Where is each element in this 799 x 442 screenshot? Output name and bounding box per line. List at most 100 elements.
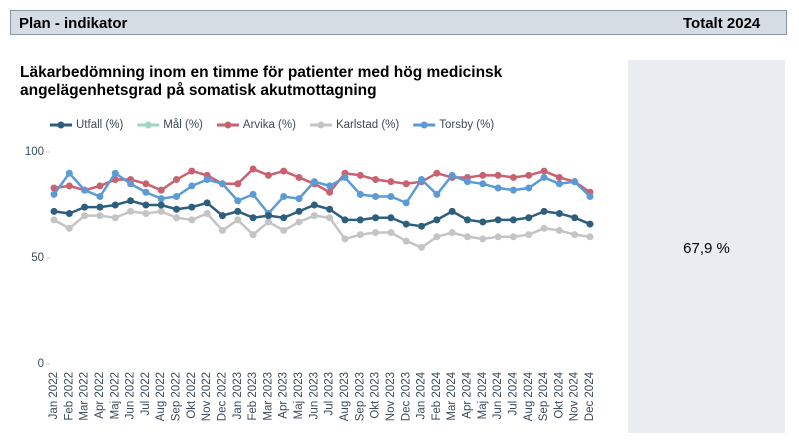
x-tick-label: Feb 2023 bbox=[247, 372, 259, 421]
data-point bbox=[509, 216, 517, 224]
data-point bbox=[326, 182, 334, 190]
y-tick-label: 100 bbox=[25, 146, 44, 158]
data-point bbox=[402, 199, 410, 207]
data-point bbox=[173, 205, 181, 213]
data-point bbox=[295, 207, 303, 215]
data-point bbox=[571, 214, 579, 222]
series-line bbox=[53, 210, 591, 249]
data-point bbox=[555, 180, 563, 188]
data-point bbox=[203, 209, 211, 217]
data-point bbox=[81, 212, 89, 220]
legend-dot bbox=[144, 121, 152, 129]
data-point bbox=[295, 218, 303, 226]
data-point bbox=[188, 167, 196, 175]
data-point bbox=[448, 229, 456, 237]
data-point bbox=[157, 195, 165, 203]
x-tick-label: Apr 2023 bbox=[278, 372, 290, 419]
data-point bbox=[50, 190, 58, 198]
data-point bbox=[218, 212, 226, 220]
data-point bbox=[494, 184, 502, 192]
data-point bbox=[448, 207, 456, 215]
data-point bbox=[157, 201, 165, 209]
data-point bbox=[50, 184, 58, 192]
data-point bbox=[188, 203, 196, 211]
data-point bbox=[142, 188, 150, 196]
data-point bbox=[234, 216, 242, 224]
data-point bbox=[448, 171, 456, 179]
x-tick-label: Jun 2022 bbox=[125, 372, 137, 419]
data-point bbox=[463, 178, 471, 186]
x-tick-label: Jun 2024 bbox=[492, 371, 504, 419]
data-point bbox=[372, 193, 380, 201]
data-point bbox=[280, 167, 288, 175]
data-point bbox=[540, 173, 548, 181]
data-point bbox=[96, 193, 104, 201]
legend-label: Torsby (%) bbox=[439, 119, 494, 131]
data-point bbox=[418, 222, 426, 230]
x-tick-label: Jul 2024 bbox=[507, 371, 519, 415]
data-point bbox=[509, 173, 517, 181]
legend-label: Mål (%) bbox=[163, 119, 203, 131]
legend-dot bbox=[224, 121, 232, 129]
x-tick-label: Sep 2023 bbox=[354, 372, 366, 421]
data-point bbox=[387, 229, 395, 237]
data-point bbox=[280, 226, 288, 234]
data-point bbox=[341, 235, 349, 243]
data-point bbox=[463, 233, 471, 241]
data-point bbox=[249, 231, 257, 239]
data-point bbox=[295, 195, 303, 203]
x-tick-label: Jul 2023 bbox=[324, 372, 336, 415]
data-point bbox=[173, 214, 181, 222]
data-point bbox=[571, 231, 579, 239]
data-point bbox=[540, 167, 548, 175]
x-tick-label: Aug 2022 bbox=[155, 372, 167, 421]
header-column: Totalt 2024 bbox=[683, 15, 761, 32]
data-point bbox=[372, 176, 380, 184]
data-point bbox=[540, 224, 548, 232]
data-point bbox=[387, 214, 395, 222]
x-tick-label: Okt 2023 bbox=[370, 372, 382, 419]
data-point bbox=[479, 218, 487, 226]
series-line bbox=[53, 199, 591, 228]
data-point bbox=[264, 218, 272, 226]
data-point bbox=[494, 171, 502, 179]
data-point bbox=[555, 173, 563, 181]
data-point bbox=[188, 182, 196, 190]
data-point bbox=[81, 203, 89, 211]
data-point bbox=[479, 235, 487, 243]
data-point bbox=[111, 214, 119, 222]
data-point bbox=[50, 207, 58, 215]
x-tick-label: Aug 2024 bbox=[523, 371, 535, 421]
total-panel: 67,9 % bbox=[628, 60, 785, 433]
data-point bbox=[310, 212, 318, 220]
x-tick-label: Feb 2024 bbox=[431, 371, 443, 420]
data-point bbox=[127, 180, 135, 188]
data-point bbox=[249, 214, 257, 222]
data-point bbox=[494, 233, 502, 241]
y-tick-label: 50 bbox=[31, 252, 44, 264]
x-tick-label: Jan 2023 bbox=[232, 372, 244, 419]
data-point bbox=[418, 243, 426, 251]
data-point bbox=[280, 214, 288, 222]
data-point bbox=[372, 214, 380, 222]
data-point bbox=[586, 233, 594, 241]
data-point bbox=[249, 190, 257, 198]
header-bar: Plan - indikator Totalt 2024 bbox=[10, 10, 787, 35]
x-tick-label: Apr 2022 bbox=[94, 372, 106, 419]
header-title: Plan - indikator bbox=[19, 15, 128, 32]
data-point bbox=[433, 216, 441, 224]
data-point bbox=[65, 209, 73, 217]
x-tick-label: Apr 2024 bbox=[462, 371, 474, 418]
x-tick-label: Nov 2024 bbox=[569, 371, 581, 421]
data-point bbox=[402, 237, 410, 245]
data-point bbox=[264, 171, 272, 179]
data-point bbox=[173, 176, 181, 184]
x-tick-label: Jan 2024 bbox=[416, 371, 428, 419]
x-tick-label: Okt 2022 bbox=[186, 372, 198, 419]
data-point bbox=[540, 207, 548, 215]
x-tick-label: Maj 2023 bbox=[293, 372, 305, 419]
data-point bbox=[479, 180, 487, 188]
data-point bbox=[218, 180, 226, 188]
data-point bbox=[509, 233, 517, 241]
